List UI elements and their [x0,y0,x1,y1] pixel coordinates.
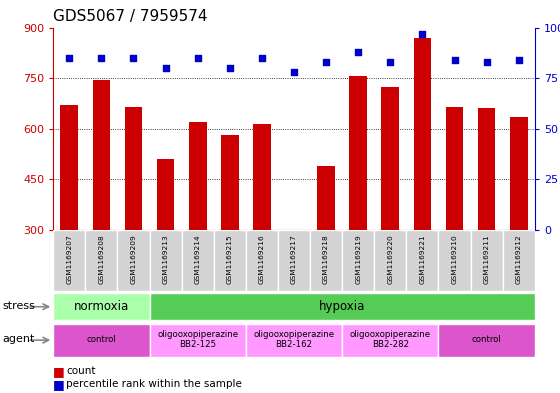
Bar [310,230,342,291]
Text: GSM1169218: GSM1169218 [323,234,329,284]
Bar [125,107,142,230]
Text: agent: agent [3,334,35,344]
Text: GSM1169215: GSM1169215 [227,234,233,284]
Bar [342,230,374,291]
Bar [503,230,535,291]
Text: oligooxopiperazine
BB2-162: oligooxopiperazine BB2-162 [254,330,334,349]
Text: hypoxia: hypoxia [319,299,365,313]
Text: GSM1169213: GSM1169213 [162,234,169,284]
Text: GSM1169212: GSM1169212 [516,234,522,284]
Text: normoxia: normoxia [74,299,129,313]
Bar [53,324,150,356]
Bar [510,117,528,230]
Bar [478,108,496,230]
Point [514,57,523,63]
Bar [150,294,535,320]
Text: GDS5067 / 7959574: GDS5067 / 7959574 [53,9,208,24]
Text: GSM1169214: GSM1169214 [195,234,200,284]
Text: GSM1169211: GSM1169211 [484,234,489,284]
Bar [438,324,535,356]
Bar [381,86,399,230]
Text: GSM1169221: GSM1169221 [419,234,426,284]
Text: ■: ■ [53,378,65,391]
Bar [214,230,246,291]
Point [450,57,459,63]
Text: GSM1169219: GSM1169219 [355,234,361,284]
Text: GSM1169217: GSM1169217 [291,234,297,284]
Bar [253,124,270,230]
Bar [53,294,150,320]
Bar [349,76,367,230]
Text: oligooxopiperazine
BB2-125: oligooxopiperazine BB2-125 [157,330,238,349]
Bar [221,136,239,230]
Point [258,55,267,61]
Text: percentile rank within the sample: percentile rank within the sample [66,379,242,389]
Text: GSM1169208: GSM1169208 [99,234,104,284]
Bar [85,230,118,291]
Bar [246,230,278,291]
Bar [470,230,503,291]
Point [97,55,106,61]
Text: GSM1169210: GSM1169210 [451,234,458,284]
Bar [446,107,463,230]
Bar [53,230,85,291]
Point [386,59,395,65]
Bar [414,38,431,230]
Bar [60,105,78,230]
Text: stress: stress [3,301,36,311]
Point [161,65,170,71]
Text: GSM1169216: GSM1169216 [259,234,265,284]
Bar [407,230,438,291]
Bar [118,230,150,291]
Bar [374,230,407,291]
Text: control: control [86,335,116,344]
Bar [181,230,214,291]
Bar [342,324,438,356]
Text: GSM1169209: GSM1169209 [130,234,137,284]
Point [482,59,491,65]
Bar [92,80,110,230]
Bar [438,230,470,291]
Bar [150,230,181,291]
Bar [318,166,335,230]
Point [290,69,298,75]
Text: oligooxopiperazine
BB2-282: oligooxopiperazine BB2-282 [350,330,431,349]
Point [193,55,202,61]
Bar [189,122,207,230]
Point [418,30,427,37]
Point [354,49,363,55]
Point [65,55,74,61]
Text: control: control [472,335,502,344]
Text: ■: ■ [53,365,65,378]
Bar [157,159,174,230]
Text: GSM1169207: GSM1169207 [66,234,72,284]
Point [321,59,330,65]
Text: GSM1169220: GSM1169220 [388,234,393,284]
Point [129,55,138,61]
Point [225,65,234,71]
Bar [278,230,310,291]
Bar [246,324,342,356]
Bar [150,324,246,356]
Text: count: count [66,366,96,376]
